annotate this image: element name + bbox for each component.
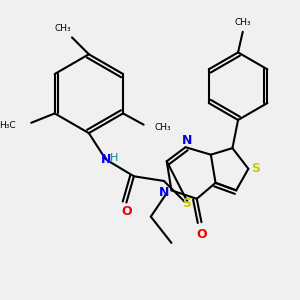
Text: CH₃: CH₃ (54, 23, 71, 32)
Text: O: O (121, 206, 132, 218)
Text: N: N (159, 186, 169, 199)
Text: H: H (110, 152, 118, 163)
Text: S: S (182, 197, 191, 210)
Text: CH₃: CH₃ (155, 123, 172, 132)
Text: N: N (182, 134, 193, 147)
Text: N: N (100, 153, 111, 166)
Text: S: S (251, 162, 260, 175)
Text: CH₃: CH₃ (234, 18, 251, 27)
Text: H₃C: H₃C (0, 121, 15, 130)
Text: O: O (196, 228, 207, 241)
